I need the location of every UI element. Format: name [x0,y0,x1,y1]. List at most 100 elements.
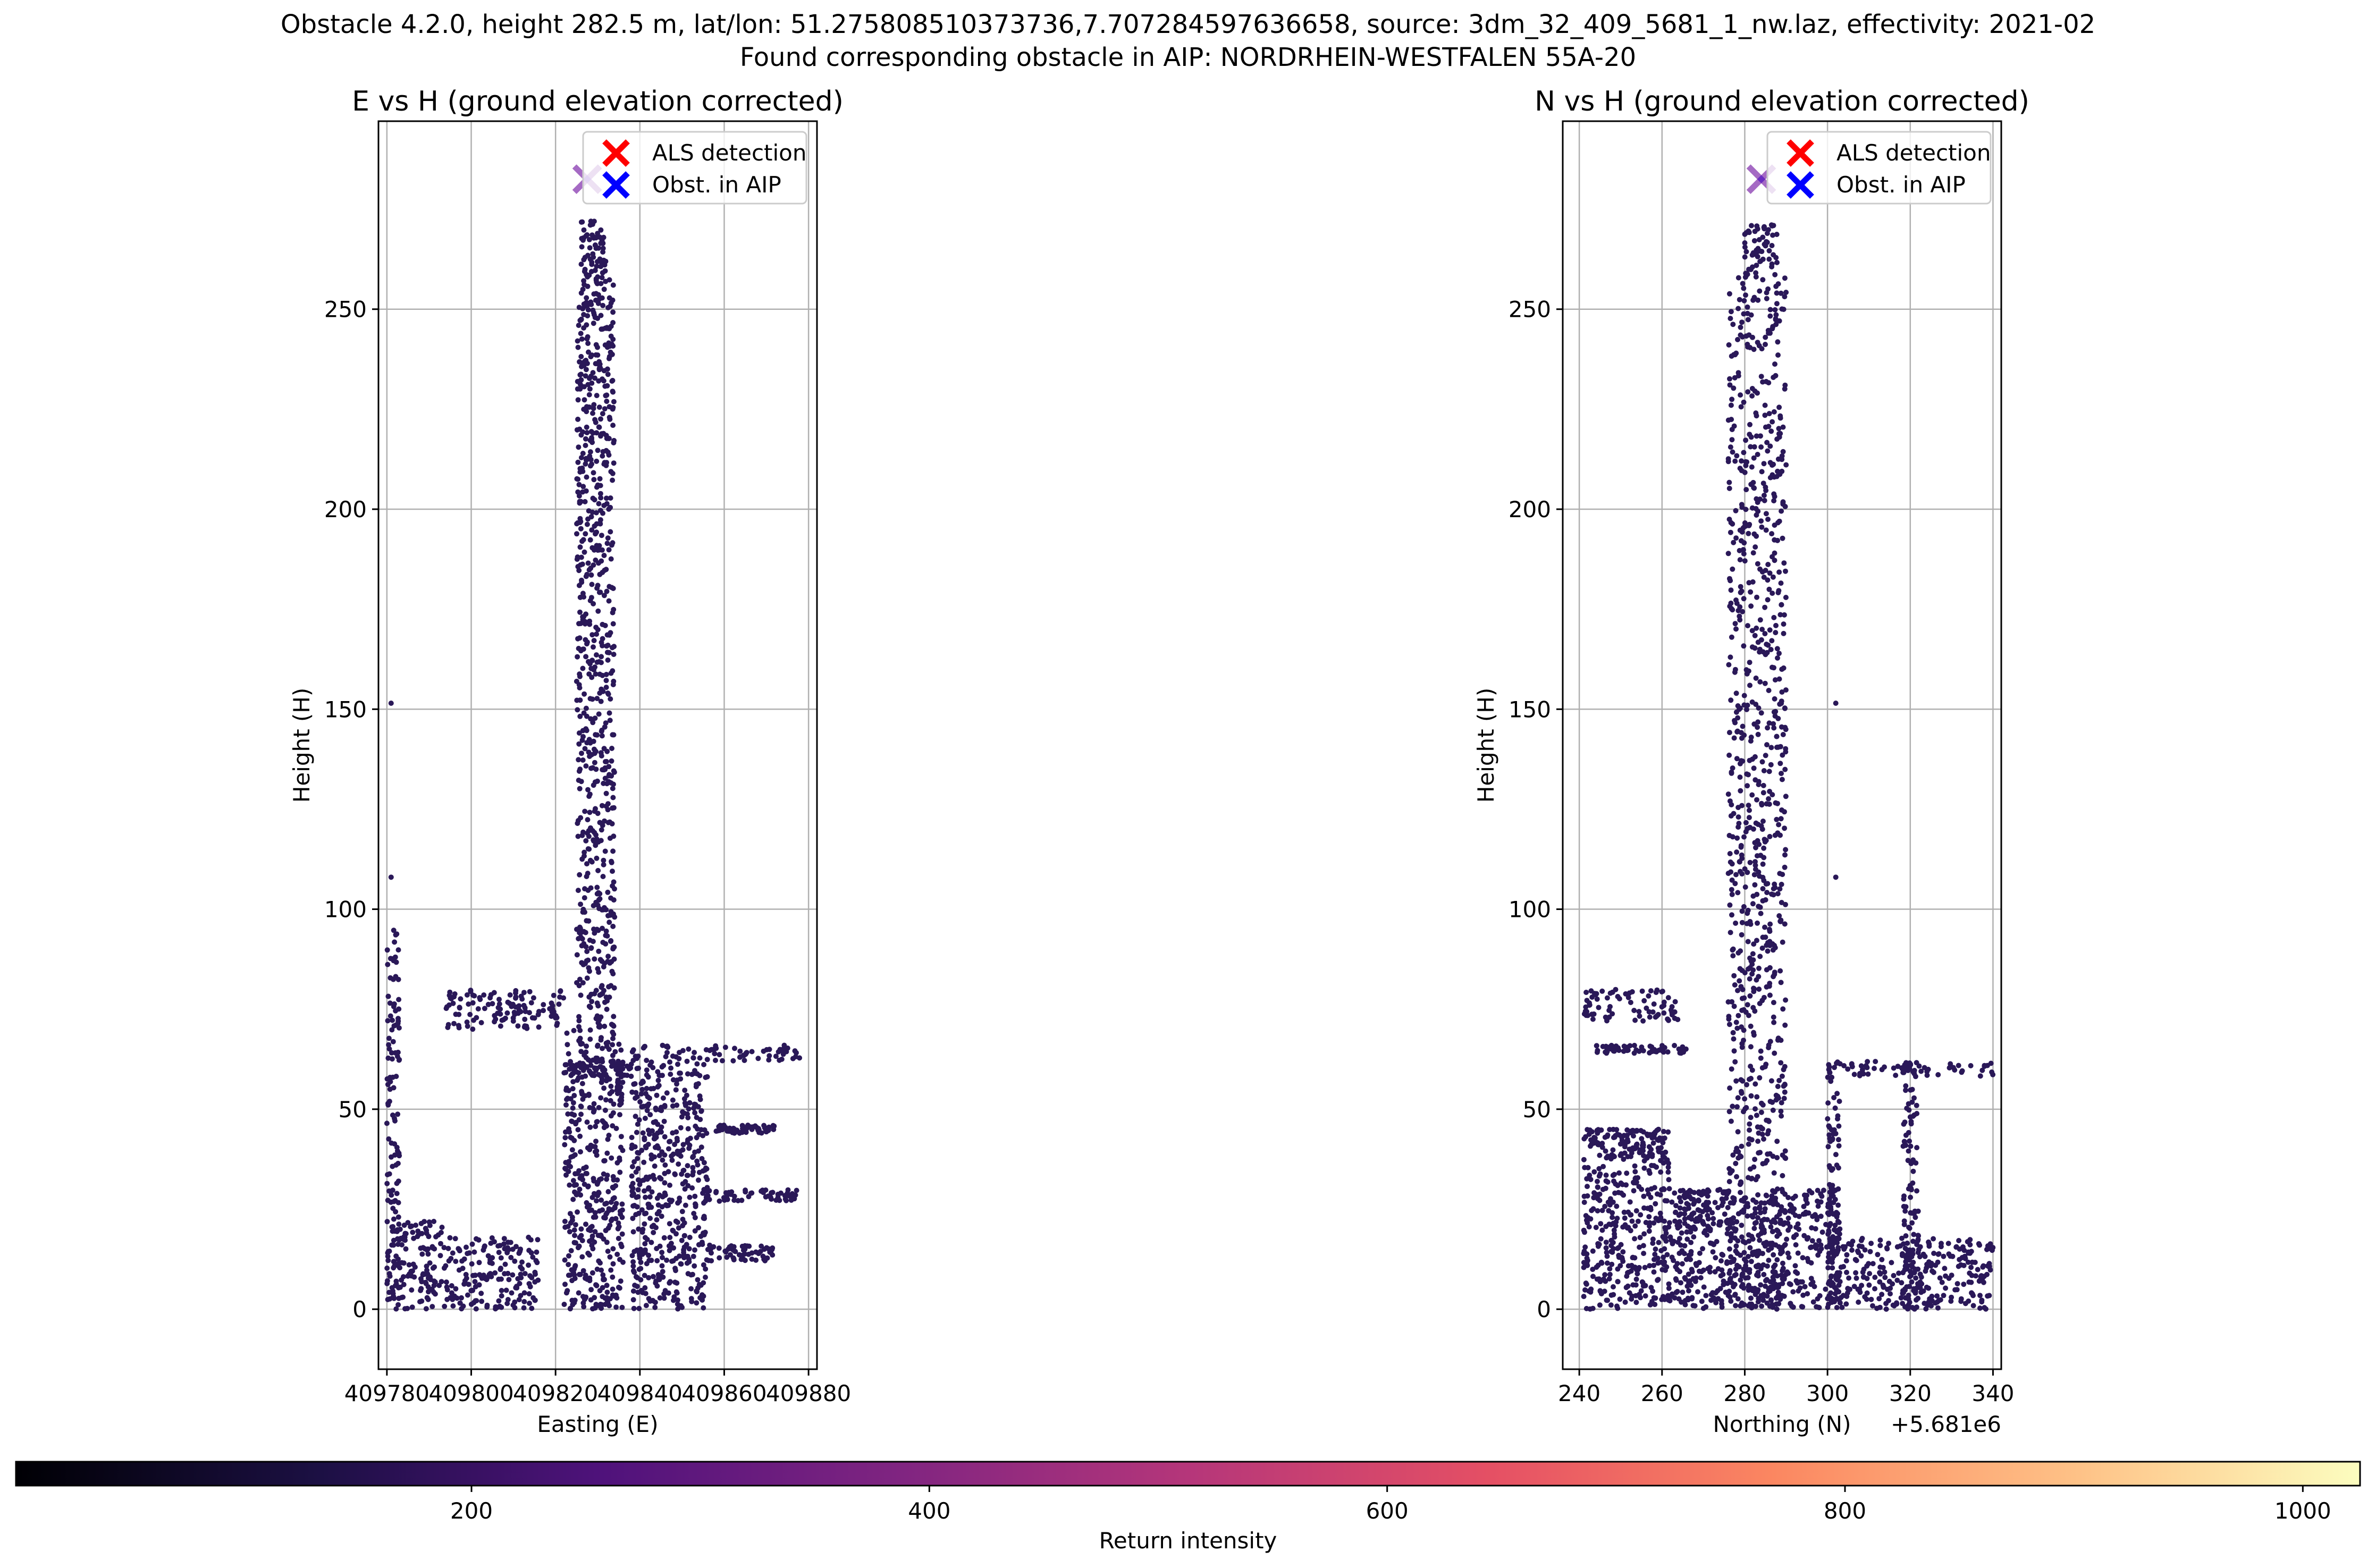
data-point [699,1156,705,1161]
data-point [1725,1293,1731,1299]
data-point [682,1186,688,1192]
data-point [1735,950,1741,956]
subplot-e-vs-h: 4097804098004098204098404098604098800501… [289,86,851,1437]
data-point [599,983,605,989]
data-point [557,994,563,1000]
data-point [445,1025,451,1030]
data-point [690,1165,696,1170]
data-point [535,1011,541,1017]
data-point [1766,1045,1772,1050]
data-point [1898,1295,1904,1301]
data-point [1740,1302,1746,1308]
data-point [600,925,605,931]
data-point [457,1248,462,1254]
data-point [464,1019,470,1025]
data-point [644,1236,650,1242]
data-point [1746,530,1751,536]
data-point [1718,1258,1724,1264]
legend-x-icon [602,139,630,167]
data-point [1745,911,1750,916]
data-point [1863,1063,1869,1069]
data-point [1744,921,1750,926]
data-point [1781,1221,1787,1227]
data-point [1731,973,1737,979]
data-point [556,1001,562,1007]
data-point [1590,1274,1596,1279]
data-point [1728,697,1734,703]
data-point [387,1013,393,1019]
data-point [1779,777,1785,782]
data-point [704,1074,710,1080]
data-point [1604,1016,1610,1022]
data-point [686,1106,692,1112]
data-point [1762,604,1768,610]
data-point [396,1295,402,1301]
data-point [1652,1257,1657,1262]
data-point [1755,1174,1760,1179]
data-point [1616,996,1622,1001]
data-point [1737,613,1742,619]
data-point [598,433,603,439]
data-point [577,1271,583,1277]
data-point [598,495,604,501]
data-point [1746,1141,1751,1147]
data-point [1703,1304,1709,1310]
data-point [566,1088,571,1093]
data-point [1725,551,1731,557]
data-point [612,914,618,920]
data-point [606,598,612,604]
data-point [701,1293,706,1299]
data-point [1809,1238,1815,1244]
data-point [1656,1148,1662,1154]
data-point [1633,1142,1639,1148]
data-point [1754,938,1759,943]
data-point [1777,832,1783,838]
data-point [1583,1011,1589,1017]
data-point [602,848,608,854]
data-point [1781,1095,1787,1101]
data-point [503,1287,509,1293]
data-point [1684,1229,1690,1235]
figure-title-line2: Found corresponding obstacle in AIP: NOR… [740,43,1636,72]
data-point [1739,1223,1745,1228]
data-point [610,1174,616,1179]
data-point [1596,1166,1602,1171]
data-point [694,1082,699,1088]
data-point [740,1247,746,1253]
data-point [1870,1303,1875,1309]
data-point [396,1025,402,1031]
data-point [600,270,605,276]
data-point [587,1124,593,1130]
data-point [657,1295,663,1301]
data-point [567,1211,573,1217]
data-point [562,1282,568,1287]
data-point [1888,1291,1893,1297]
data-point [1841,1063,1847,1068]
data-point [660,1095,666,1101]
data-point [1741,1195,1747,1201]
data-point [566,1169,571,1174]
data-point [453,1259,459,1264]
data-point [678,1125,684,1131]
data-point [600,302,606,308]
data-point [595,583,601,588]
data-point [1747,1301,1752,1307]
data-point [1771,1014,1776,1020]
data-point [769,1196,774,1202]
data-point [631,1159,637,1165]
data-point [1703,1293,1709,1299]
data-point [1952,1287,1958,1293]
data-point [1780,1245,1785,1250]
data-point [600,940,606,945]
data-point [1669,1291,1675,1297]
data-point [668,1241,674,1246]
data-point [1776,913,1782,918]
data-point [759,1188,764,1194]
data-point [611,1014,617,1019]
data-point [1638,1288,1644,1294]
data-point [643,1210,649,1216]
data-point [580,1268,586,1274]
data-point [1924,1284,1930,1290]
data-point [593,671,599,677]
data-point [547,1006,553,1011]
